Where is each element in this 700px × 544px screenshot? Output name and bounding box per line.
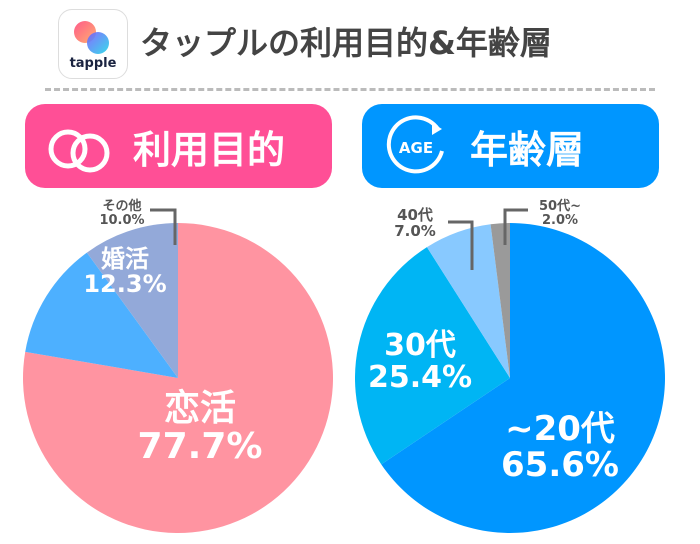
label-30s: 30代 25.4%	[367, 328, 473, 395]
leader-other	[150, 208, 177, 245]
logo-text: tapple	[69, 56, 117, 71]
age-header: AGE 年齢層	[362, 104, 659, 188]
age-title: 年齢層	[470, 127, 585, 172]
purpose-header: 利用目的	[25, 104, 332, 188]
pie-slice-恋活	[22, 223, 333, 533]
label-20s: ~20代 65.6%	[501, 409, 619, 485]
pie-slice-その他	[86, 223, 178, 378]
label-other: その他 10.0%	[99, 199, 145, 228]
label-konkatsu: 婚活 12.3%	[83, 245, 167, 299]
label-renkatsu: 恋活 77.7%	[137, 388, 263, 467]
pie-slice-30代	[355, 247, 510, 465]
pie-slice-婚活	[25, 252, 179, 378]
divider	[45, 88, 655, 91]
page-title: タップルの利用目的&年齢層	[140, 24, 552, 62]
age-icon-text: AGE	[399, 139, 433, 157]
pie-slice-50代~	[490, 223, 510, 378]
rings-icon	[48, 129, 110, 173]
leader-50s	[503, 208, 528, 245]
label-40s: 40代 7.0%	[394, 206, 436, 240]
purpose-title: 利用目的	[133, 127, 286, 172]
tapple-logo: tapple	[58, 9, 128, 79]
age-icon: AGE	[386, 115, 444, 174]
leader-40s	[448, 220, 474, 270]
label-50s: 50代~ 2.0%	[539, 199, 581, 228]
pie-slice-40代	[426, 224, 510, 378]
pie-slice-~20代	[381, 223, 665, 533]
